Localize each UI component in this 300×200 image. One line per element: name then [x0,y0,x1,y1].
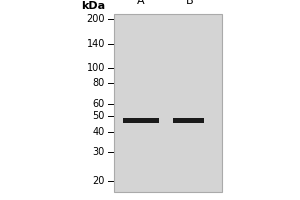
Text: 50: 50 [93,111,105,121]
Text: 200: 200 [86,14,105,24]
Text: 30: 30 [93,147,105,157]
Text: 140: 140 [87,39,105,49]
Text: 100: 100 [87,63,105,73]
Text: kDa: kDa [81,1,105,11]
Text: B: B [186,0,194,6]
Text: 40: 40 [93,127,105,137]
Text: A: A [137,0,145,6]
Text: 80: 80 [93,78,105,88]
Text: 60: 60 [93,99,105,109]
Text: 20: 20 [93,176,105,186]
